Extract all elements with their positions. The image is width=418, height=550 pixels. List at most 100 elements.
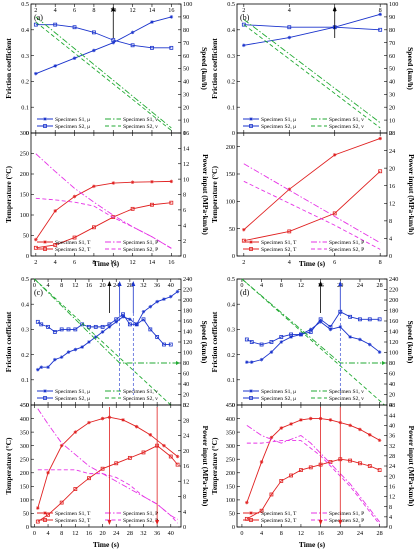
y-tick-label-right: 160 — [183, 318, 192, 325]
legend-marker — [249, 511, 253, 515]
data-point — [249, 360, 254, 364]
data-point — [130, 43, 135, 48]
y-tick-label-right: 32 — [389, 443, 395, 450]
y-tick-label-left: 0 — [26, 130, 29, 137]
y-tick-label-left: 50 — [23, 233, 29, 240]
data-point — [93, 335, 98, 339]
data-point — [127, 322, 132, 327]
y-tick-label-left: 50 — [23, 511, 29, 518]
x-tick-label-top: 8 — [379, 7, 382, 14]
lower-plot-frame — [30, 404, 182, 528]
x-tick-label-top: 4 — [46, 282, 49, 289]
y-tick-label-right: 80 — [183, 360, 189, 367]
x-tick-label-top: 14 — [149, 7, 155, 14]
y-tick-label-right: 4 — [389, 236, 392, 243]
y-tick-label-left: 0.1 — [227, 377, 235, 384]
legend-marker — [43, 511, 47, 515]
y-tick-label-right: 60 — [389, 371, 395, 378]
data-point — [245, 500, 249, 505]
y-tick-label-right: 240 — [389, 276, 398, 283]
y-tick-label-right: 4 — [389, 514, 392, 521]
y-tick-label-right: 60 — [183, 371, 189, 378]
legend-label: Specimen S2, P — [329, 518, 364, 524]
data-point — [367, 317, 372, 322]
x-axis-title: Time (s) — [93, 259, 120, 268]
x-tick-label-top: 28 — [377, 282, 383, 289]
data-point — [332, 153, 337, 157]
series-line — [34, 278, 172, 406]
data-point — [377, 317, 382, 322]
y-axis-title-left: Friction coefficient — [210, 38, 219, 99]
data-point — [259, 342, 264, 347]
legend-label: Specimen S2, μ — [261, 124, 296, 130]
y-tick-label-right: 44 — [389, 412, 395, 419]
x-tick-label: 16 — [168, 259, 174, 266]
data-point — [348, 335, 352, 339]
y-tick-label-left: 300 — [20, 443, 29, 450]
legend-label: Specimen S2, T — [55, 247, 91, 253]
legend-label: Specimen S2, μ — [261, 396, 296, 402]
y-axis-title-right: Power input (MPa·km/h) — [201, 154, 210, 235]
y-axis-title-right: Speed (km/h) — [406, 47, 415, 90]
data-point — [111, 181, 116, 185]
y-tick-label-left: 0.5 — [227, 1, 235, 8]
y-tick-label-right: 12 — [183, 478, 189, 485]
data-point — [279, 340, 284, 344]
y-axis-title-right: Power input (MPa·km/h) — [201, 426, 210, 507]
y-tick-label-right: 40 — [389, 79, 395, 86]
data-point — [377, 350, 382, 354]
y-tick-label-right: 4 — [183, 509, 186, 516]
data-point — [168, 342, 173, 347]
x-tick-label: 10 — [110, 259, 116, 266]
x-tick-label: 0 — [33, 530, 36, 537]
data-point — [150, 179, 154, 184]
y-tick-label-right: 40 — [389, 423, 395, 430]
data-point — [130, 180, 135, 184]
data-point — [100, 466, 105, 471]
y-tick-label-left: 200 — [226, 144, 235, 151]
arrow-head — [332, 6, 337, 11]
arrow-head — [107, 520, 112, 525]
y-tick-label-left: 450 — [20, 402, 29, 409]
data-point — [92, 184, 96, 189]
y-tick-label-right: 30 — [183, 92, 189, 99]
chart-panel: 00.10.20.30.40.5020406080100120140160180… — [210, 276, 416, 549]
y-axis-title-left: Friction coefficient — [210, 311, 219, 372]
arrow-head — [318, 520, 323, 525]
y-tick-label-left: 0.4 — [21, 27, 29, 34]
legend-marker — [249, 396, 253, 400]
y-tick-label-right: 200 — [183, 297, 192, 304]
y-axis-title-left: Temperature (°C) — [4, 437, 13, 494]
y-tick-label-left: 0.1 — [227, 104, 235, 111]
data-point — [87, 420, 91, 425]
legend-marker — [43, 247, 47, 251]
y-tick-label-right: 30 — [389, 92, 395, 99]
legend-label: Specimen S1, P — [123, 511, 158, 517]
speed-axis-arrow — [382, 361, 386, 365]
legend-label: Specimen S2, P — [123, 247, 158, 253]
data-point — [348, 458, 353, 463]
x-tick-label: 4 — [46, 530, 49, 537]
y-tick-label-right: 10 — [183, 117, 189, 124]
data-point — [378, 169, 383, 174]
y-tick-label-left: 0.3 — [227, 53, 235, 60]
data-point — [287, 25, 292, 30]
panel-label: (c) — [34, 288, 43, 297]
y-tick-label-left: 0.3 — [227, 327, 235, 334]
arrow-head — [107, 281, 112, 286]
y-axis-title-right: Speed (km/h) — [200, 321, 209, 364]
y-tick-label-right: 100 — [183, 350, 192, 357]
x-tick-label: 6 — [333, 259, 336, 266]
y-tick-label-left: 0.2 — [21, 79, 29, 86]
series-line — [37, 416, 178, 509]
data-point — [59, 355, 64, 359]
data-point — [289, 335, 293, 339]
data-point — [299, 332, 303, 337]
legend-label: Specimen S1, T — [261, 240, 297, 246]
series-line — [243, 170, 381, 242]
legend-label: Specimen S2, P — [123, 518, 158, 524]
data-point — [328, 327, 333, 332]
y-tick-label-left: 0.4 — [227, 301, 235, 308]
series-line — [243, 19, 381, 124]
legend-marker — [249, 389, 253, 393]
